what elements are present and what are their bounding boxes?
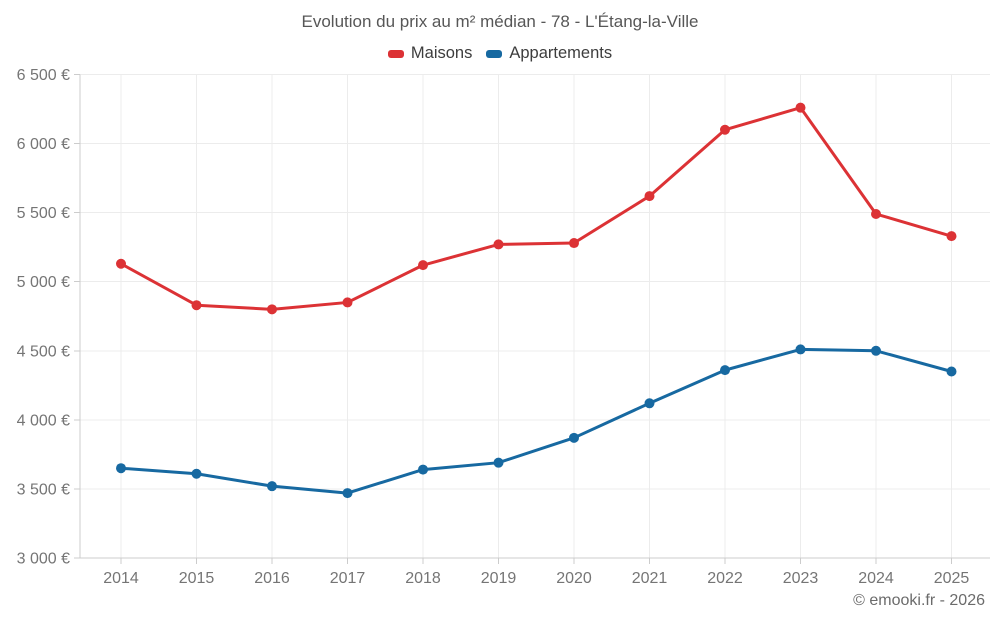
legend-item-appartements[interactable]: Appartements	[486, 44, 612, 63]
appartements-swatch-icon	[486, 49, 503, 58]
y-axis-label: 3 500 €	[17, 481, 70, 498]
appartements-data-point-2014[interactable]	[116, 463, 126, 474]
maisons-data-point-2015[interactable]	[191, 300, 202, 311]
y-axis-label: 4 000 €	[17, 412, 70, 429]
legend-label-maisons: Maisons	[410, 44, 473, 62]
x-axis-label: 2014	[103, 570, 139, 587]
maisons-data-point-2021[interactable]	[644, 191, 655, 202]
chart-legend: Maisons Appartements	[0, 44, 1000, 63]
x-axis-label: 2025	[934, 570, 970, 587]
copyright-watermark: © emooki.fr - 2026	[853, 592, 985, 609]
appartements-data-point-2015[interactable]	[191, 468, 202, 479]
maisons-data-point-2025[interactable]	[946, 231, 957, 242]
appartements-data-point-2025[interactable]	[946, 366, 957, 377]
legend-item-maisons[interactable]: Maisons	[387, 44, 473, 63]
y-axis-label: 3 000 €	[17, 551, 70, 568]
maisons-data-point-2020[interactable]	[569, 238, 579, 249]
x-axis-label: 2019	[481, 570, 517, 587]
maisons-data-point-2022[interactable]	[720, 124, 730, 135]
x-axis-label: 2021	[632, 570, 668, 587]
y-axis-label: 5 500 €	[17, 205, 70, 222]
maisons-line	[119, 106, 953, 311]
appartements-data-point-2019[interactable]	[493, 457, 504, 468]
chart-title: Evolution du prix au m² médian - 78 - L'…	[301, 12, 699, 31]
x-axis-label: 2020	[556, 570, 592, 587]
y-axis-label: 5 000 €	[17, 274, 70, 291]
appartements-data-point-2020[interactable]	[569, 432, 579, 443]
appartements-data-point-2017[interactable]	[342, 488, 353, 499]
y-axis-label: 4 500 €	[17, 343, 70, 360]
x-axis-label: 2022	[707, 570, 743, 587]
maisons-data-point-2016[interactable]	[267, 304, 277, 315]
appartements-data-point-2021[interactable]	[644, 398, 655, 409]
appartements-data-point-2018[interactable]	[418, 464, 428, 475]
maisons-data-point-2019[interactable]	[493, 239, 504, 250]
maisons-swatch-icon	[387, 49, 404, 58]
appartements-data-point-2016[interactable]	[267, 481, 277, 492]
appartements-line	[119, 347, 953, 495]
y-axis-label: 6 000 €	[17, 136, 70, 153]
appartements-data-point-2022[interactable]	[720, 365, 730, 376]
maisons-data-point-2014[interactable]	[116, 258, 126, 269]
maisons-data-point-2024[interactable]	[871, 209, 881, 220]
maisons-data-point-2017[interactable]	[342, 297, 353, 308]
x-axis-label: 2015	[179, 570, 215, 587]
maisons-data-point-2023[interactable]	[795, 102, 806, 113]
x-axis-label: 2017	[330, 570, 366, 587]
x-axis-label: 2023	[783, 570, 819, 587]
x-axis-label: 2018	[405, 570, 441, 587]
x-axis-label: 2024	[858, 570, 894, 587]
legend-label-appartements: Appartements	[509, 44, 613, 62]
maisons-data-point-2018[interactable]	[418, 260, 428, 271]
x-axis-label: 2016	[254, 570, 290, 587]
y-axis-label: 6 500 €	[17, 67, 70, 84]
appartements-data-point-2024[interactable]	[871, 345, 881, 356]
appartements-data-point-2023[interactable]	[795, 344, 806, 355]
